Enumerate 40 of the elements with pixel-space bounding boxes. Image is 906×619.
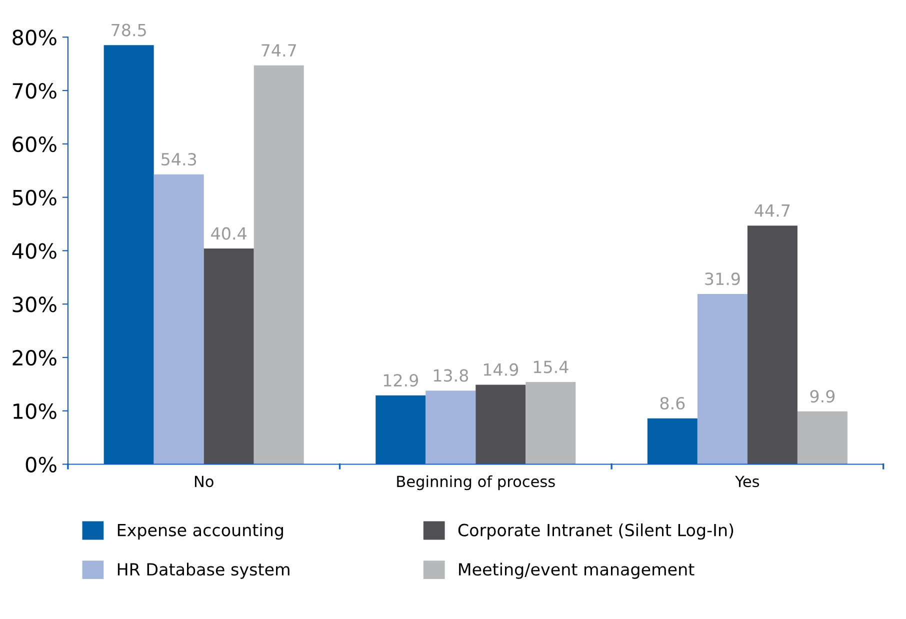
bar (697, 294, 748, 464)
y-tick-label: 40% (12, 243, 56, 259)
y-tick-label: 20% (12, 350, 56, 366)
legend-label: Meeting/event management (459, 562, 694, 579)
bar (747, 226, 798, 464)
bar (526, 382, 576, 464)
bar (254, 65, 304, 464)
x-tick-label: No (194, 476, 214, 488)
y-tick-label: 0% (26, 456, 56, 472)
data-label: 8.6 (660, 396, 685, 410)
legend-label: Corporate Intranet (Silent Log-In) (458, 523, 734, 540)
data-label: 13.8 (434, 369, 468, 382)
data-label: 14.9 (484, 363, 518, 376)
y-tick-label: 50% (12, 190, 56, 206)
data-label: 44.7 (754, 204, 790, 217)
x-tick-label: Beginning of process (397, 475, 555, 490)
data-label: 74.7 (262, 44, 296, 56)
legend-label: HR Database system (118, 562, 290, 579)
data-label: 9.9 (810, 390, 835, 403)
y-tick-label: 70% (12, 82, 56, 99)
y-tick-label: 30% (12, 296, 56, 312)
bar (476, 384, 526, 464)
data-label: 40.4 (211, 227, 246, 240)
data-label: 15.4 (534, 360, 568, 374)
data-label: 31.9 (705, 272, 740, 286)
data-label: 78.5 (112, 24, 146, 36)
bar (104, 45, 154, 464)
y-tick-label: 80% (12, 30, 56, 46)
bar (797, 411, 848, 464)
x-tick-label: Yes (735, 476, 760, 488)
bar (647, 418, 698, 464)
bar (204, 248, 254, 464)
data-label: 12.9 (384, 374, 418, 387)
bar (154, 174, 204, 464)
bar (376, 395, 426, 464)
data-label: 54.3 (162, 152, 196, 166)
y-tick-label: 10% (14, 403, 56, 420)
bar (426, 390, 476, 464)
y-tick-label: 60% (12, 136, 56, 152)
legend-label: Expense accounting (118, 523, 283, 540)
